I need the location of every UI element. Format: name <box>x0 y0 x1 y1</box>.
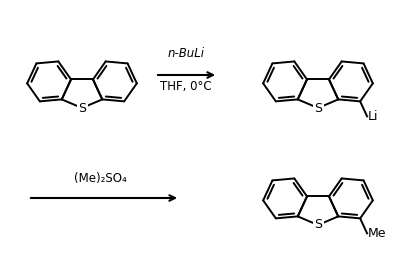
Text: Li: Li <box>368 110 378 123</box>
Text: Me: Me <box>368 227 386 240</box>
Text: THF, 0°C: THF, 0°C <box>160 80 212 93</box>
Text: S: S <box>78 102 86 114</box>
Text: S: S <box>314 102 322 114</box>
Text: n-BuLi: n-BuLi <box>168 47 204 60</box>
Text: (Me)₂SO₄: (Me)₂SO₄ <box>74 172 126 185</box>
Text: S: S <box>314 218 322 232</box>
